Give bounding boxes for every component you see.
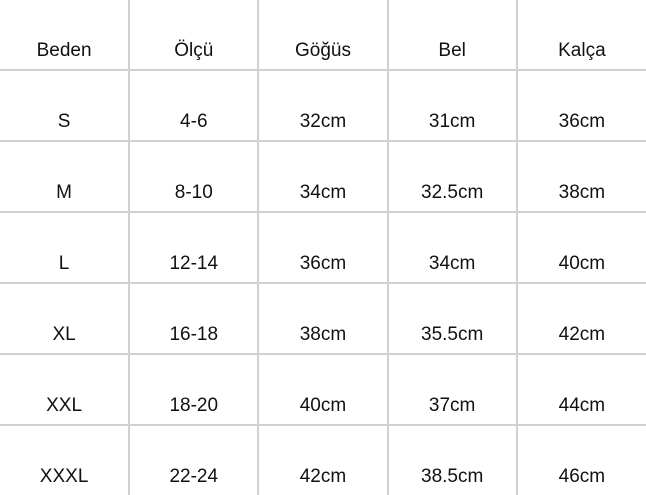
- table-cell: S: [0, 70, 131, 142]
- table-cell: XXL: [0, 354, 131, 426]
- table-cell: 44cm: [516, 354, 646, 426]
- table-cell: 32.5cm: [387, 141, 518, 213]
- table-cell: 8-10: [129, 141, 260, 213]
- table-cell: XXXL: [0, 425, 131, 495]
- table-cell: 22-24: [129, 425, 260, 495]
- header-cell-olcu: Ölçü: [129, 0, 260, 71]
- table-cell: 42cm: [516, 283, 646, 355]
- table-cell: 37cm: [387, 354, 518, 426]
- table-cell: M: [0, 141, 131, 213]
- table-cell: 42cm: [258, 425, 389, 495]
- table-row: XL 16-18 38cm 35.5cm 42cm: [0, 283, 646, 355]
- header-row: Beden Ölçü Göğüs Bel Kalça: [0, 0, 646, 71]
- table-row: L 12-14 36cm 34cm 40cm: [0, 212, 646, 284]
- header-cell-beden: Beden: [0, 0, 131, 71]
- table-cell: 12-14: [129, 212, 260, 284]
- table-row: XXL 18-20 40cm 37cm 44cm: [0, 354, 646, 426]
- table-cell: 34cm: [258, 141, 389, 213]
- header-cell-kalca: Kalça: [516, 0, 646, 71]
- header-cell-bel: Bel: [387, 0, 518, 71]
- header-cell-gogus: Göğüs: [258, 0, 389, 71]
- table-cell: 36cm: [516, 70, 646, 142]
- table-cell: 4-6: [129, 70, 260, 142]
- table-row: M 8-10 34cm 32.5cm 38cm: [0, 141, 646, 213]
- table-cell: XL: [0, 283, 131, 355]
- table-row: S 4-6 32cm 31cm 36cm: [0, 70, 646, 142]
- table-cell: 34cm: [387, 212, 518, 284]
- table-cell: 38cm: [258, 283, 389, 355]
- table-cell: 40cm: [258, 354, 389, 426]
- table-cell: 38.5cm: [387, 425, 518, 495]
- table-cell: L: [0, 212, 131, 284]
- table-cell: 32cm: [258, 70, 389, 142]
- table-cell: 31cm: [387, 70, 518, 142]
- table-row: XXXL 22-24 42cm 38.5cm 46cm: [0, 425, 646, 495]
- table-cell: 35.5cm: [387, 283, 518, 355]
- table-cell: 38cm: [516, 141, 646, 213]
- table-cell: 40cm: [516, 212, 646, 284]
- table-cell: 46cm: [558, 466, 606, 487]
- table-cell: 16-18: [129, 283, 260, 355]
- table-cell: 18-20: [129, 354, 260, 426]
- table-cell: 36cm: [258, 212, 389, 284]
